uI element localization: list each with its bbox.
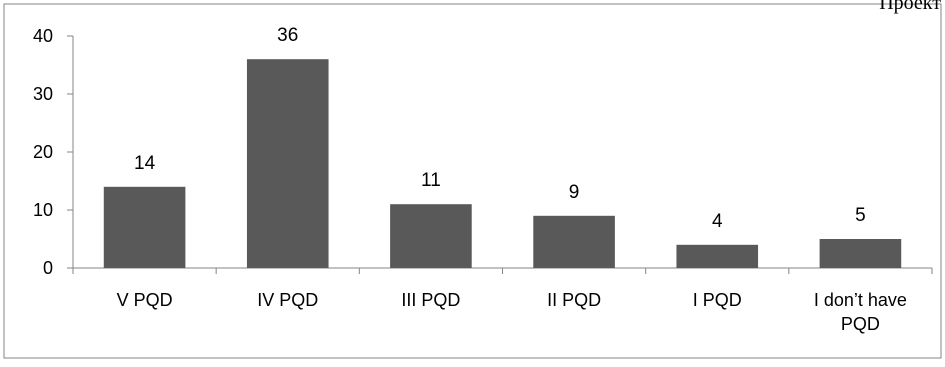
bar bbox=[533, 215, 615, 268]
data-labels: 14 36 11 9 4 5 bbox=[134, 25, 866, 232]
x-tick-label: I PQD bbox=[693, 290, 742, 310]
data-label: 5 bbox=[855, 205, 866, 226]
bar bbox=[390, 204, 472, 268]
y-tick-label: 40 bbox=[33, 26, 53, 46]
y-tick-label: 10 bbox=[33, 200, 53, 220]
y-tick-label: 20 bbox=[33, 142, 53, 162]
x-tick-label: I don’t have PQD bbox=[814, 290, 907, 334]
data-label: 9 bbox=[569, 182, 580, 203]
x-tick-label-line: I don’t have bbox=[814, 290, 907, 310]
bars bbox=[103, 59, 902, 269]
x-tick-label-line: I PQD bbox=[693, 290, 742, 310]
x-tick-label-line: V PQD bbox=[117, 290, 173, 310]
bar bbox=[819, 239, 902, 268]
data-label: 36 bbox=[277, 25, 298, 46]
chart-border bbox=[3, 3, 942, 359]
x-tick-label-line: II PQD bbox=[547, 290, 601, 310]
data-label: 11 bbox=[421, 170, 441, 191]
y-tick-label: 30 bbox=[33, 84, 53, 104]
x-tick-label-line: PQD bbox=[841, 314, 880, 334]
bar bbox=[103, 186, 186, 268]
bar bbox=[676, 244, 759, 268]
bar bbox=[246, 59, 329, 269]
x-tick-label-line: IV PQD bbox=[257, 290, 318, 310]
data-label: 4 bbox=[712, 211, 723, 232]
x-tick-label: II PQD bbox=[547, 290, 601, 310]
x-axis: V PQD IV PQD III PQD II PQD I PQD I don’t hav… bbox=[72, 267, 933, 334]
x-tick-label: V PQD bbox=[117, 290, 173, 310]
x-tick-label-line: III PQD bbox=[401, 290, 460, 310]
x-tick-label: IV PQD bbox=[257, 290, 318, 310]
y-tick-label: 0 bbox=[43, 258, 53, 278]
y-axis: 0 10 20 30 40 bbox=[33, 26, 74, 278]
data-label: 14 bbox=[134, 153, 156, 174]
corner-text: Проект bbox=[879, 0, 941, 14]
x-tick-label: III PQD bbox=[401, 290, 460, 310]
